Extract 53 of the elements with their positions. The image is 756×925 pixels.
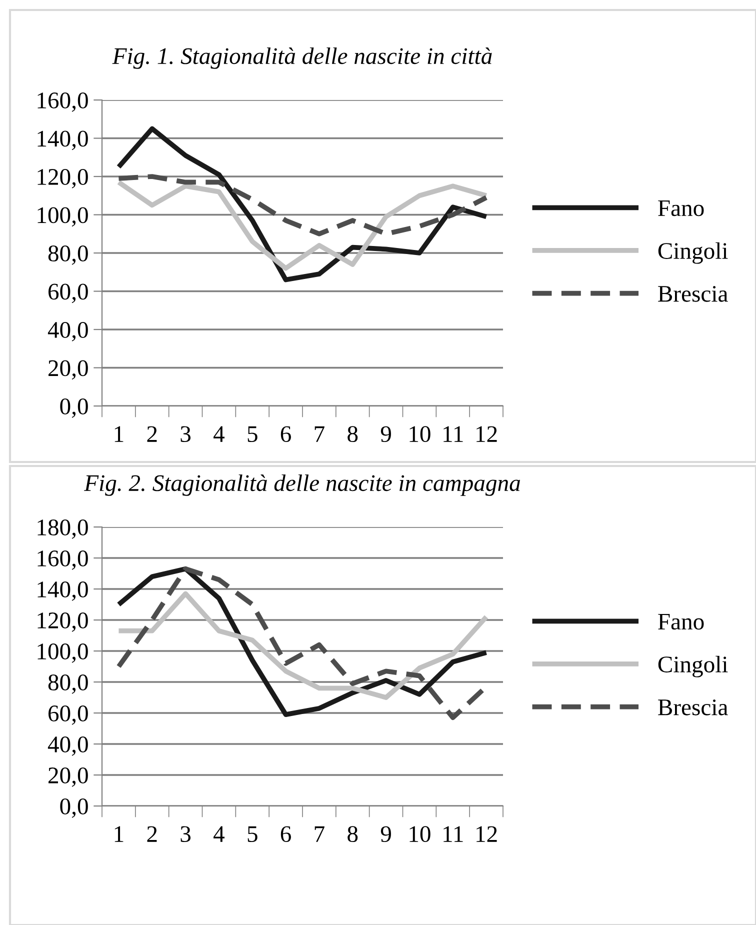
line-series [116,126,489,282]
x-tick-label: 12 [476,826,497,842]
x-tick-label: 3 [180,426,191,442]
x-tick-label: 9 [380,826,391,842]
y-tick-label: 180,0 [38,519,88,539]
y-tick-label: 80,0 [48,245,88,265]
y-tick-label: 0,0 [60,398,88,418]
y-tick-label: 160,0 [38,550,88,570]
x-tick-label: 5 [248,826,258,842]
x-tick-label: 6 [280,826,291,842]
x-tick-label: 8 [348,426,358,442]
y-tick-label: 20,0 [48,360,88,380]
x-tick-label: 9 [380,426,391,442]
x-tick-label: 1 [114,826,124,842]
y-tick-label: 40,0 [48,736,88,756]
y-tick-label: 100,0 [38,643,88,663]
y-tick-label: 60,0 [48,284,88,304]
x-tick-label: 4 [214,826,224,842]
chart-title: Fig. 2. Stagionalità delle nascite in campagna [84,474,520,496]
x-tick-label: 5 [248,426,258,442]
x-tick-label: 2 [147,826,157,842]
legend-label: Fano [658,200,704,216]
x-tick-label: 8 [348,826,358,842]
x-tick-label: 4 [214,426,224,442]
legend-label: Cingoli [658,242,728,264]
legend-label: Brescia [658,286,728,302]
x-tick-label: 11 [444,826,463,842]
y-tick-label: 0,0 [60,798,88,818]
x-tick-label: 6 [280,426,291,442]
legend-label: Cingoli [658,656,728,678]
legend-label: Fano [658,614,704,630]
line-series [116,180,489,271]
x-tick-label: 2 [147,426,157,442]
legend-label: Brescia [658,699,728,716]
y-tick-label: 140,0 [38,581,88,601]
y-tick-label: 140,0 [38,130,88,150]
x-tick-label: 10 [410,426,430,442]
y-tick-label: 160,0 [38,92,88,112]
x-tick-label: 3 [180,826,191,842]
x-tick-label: 7 [314,826,324,842]
x-tick-label: 7 [314,426,324,442]
x-tick-label: 11 [444,426,463,442]
y-tick-label: 120,0 [38,168,88,188]
chart-title: Fig. 1. Stagionalità delle nascite in città [112,47,492,69]
x-tick-label: 10 [410,826,430,842]
x-tick-label: 12 [476,426,497,442]
y-tick-label: 20,0 [48,767,88,787]
y-tick-label: 120,0 [38,612,88,632]
y-tick-label: 60,0 [48,705,88,725]
y-tick-label: 40,0 [48,322,88,342]
y-tick-label: 80,0 [48,674,88,694]
y-tick-label: 100,0 [38,207,88,227]
x-tick-label: 1 [114,426,124,442]
